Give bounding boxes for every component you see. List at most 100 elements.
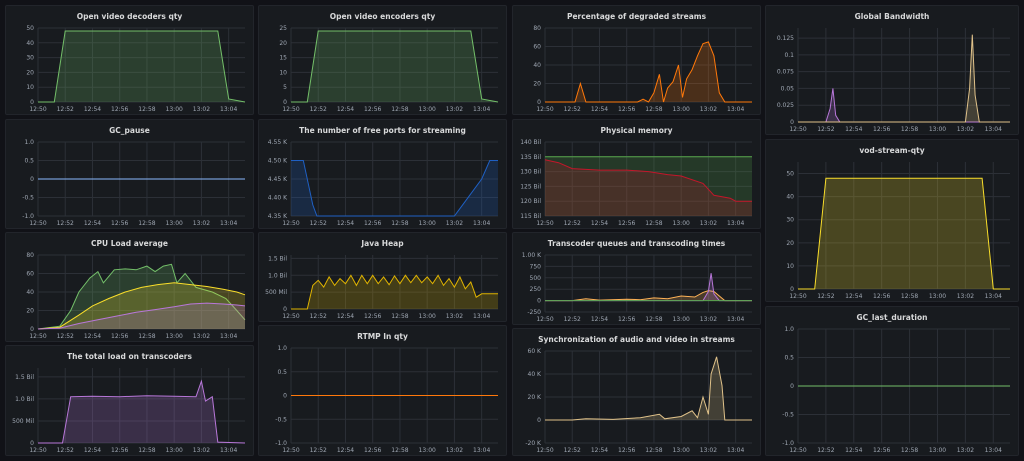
x-tick-label: 12:56 — [618, 316, 635, 323]
y-tick-label: 0.5 — [784, 355, 794, 362]
x-tick-label: 12:52 — [57, 447, 74, 454]
panel-gclast[interactable]: GC_last_duration -1.0 -0.5 0 0.5 1.0 12:50 12:5… — [765, 306, 1019, 456]
series-line — [38, 379, 246, 444]
x-tick-label: 12:54 — [591, 447, 608, 454]
panel-ports[interactable]: The number of free ports for streaming 4.… — [258, 119, 507, 229]
x-tick-label: 12:56 — [111, 447, 128, 454]
x-tick-label: 12:56 — [618, 220, 635, 227]
x-tick-label: 12:50 — [536, 106, 553, 113]
y-tick-label: -0.5 — [275, 416, 287, 423]
x-tick-label: 13:04 — [220, 106, 237, 113]
y-tick-label: 0.5 — [24, 158, 34, 165]
y-tick-label: -1.0 — [275, 440, 287, 447]
chart-decoders: 0 10 20 30 40 50 12:50 12:52 12:54 12:56 12:58 13:0… — [26, 25, 246, 113]
x-tick-label: 13:00 — [419, 447, 436, 454]
x-tick-label: 13:00 — [929, 447, 946, 454]
panel-transcoder_load[interactable]: The total load on transcoders 0 500 Mil 1.0… — [5, 345, 254, 456]
x-tick-label: 13:04 — [727, 447, 744, 454]
x-tick-label: 13:02 — [446, 106, 463, 113]
panel-title[interactable]: Open video encoders qty — [329, 12, 436, 21]
y-tick-label: 0 — [283, 306, 287, 313]
panel-title[interactable]: Transcoder queues and transcoding times — [547, 239, 726, 248]
y-tick-label: 0 — [537, 417, 541, 424]
panel-degraded[interactable]: Percentage of degraded streams 0 20 40 60 80 1… — [512, 5, 761, 115]
series-area — [545, 290, 752, 301]
x-tick-label: 12:50 — [536, 316, 553, 323]
panel-title[interactable]: Percentage of degraded streams — [566, 12, 707, 21]
panel-sync[interactable]: Synchronization of audio and video in st… — [512, 328, 761, 456]
y-tick-label: 80 — [26, 252, 34, 259]
x-tick-label: 13:04 — [727, 106, 744, 113]
panel-title[interactable]: Open video decoders qty — [76, 12, 183, 21]
x-tick-label: 12:56 — [873, 126, 890, 133]
x-tick-label: 13:00 — [419, 220, 436, 227]
panel-title[interactable]: RTMP In qty — [357, 332, 408, 341]
chart-rtmp: -1.0 -0.5 0 0.5 1.0 12:50 12:52 12:54 12:56 12:58… — [275, 345, 498, 454]
y-tick-label: 0 — [537, 99, 541, 106]
y-tick-label: 1.0 Bil — [268, 272, 287, 279]
panel-transcoder_queues[interactable]: Transcoder queues and transcoding times -… — [512, 232, 761, 325]
panel-title[interactable]: The number of free ports for streaming — [299, 126, 466, 135]
x-tick-label: 12:54 — [84, 106, 101, 113]
y-tick-label: 20 — [533, 81, 541, 88]
chart-encoders: 0 5 10 15 20 25 12:50 12:52 12:54 12:56 12:58 13:00… — [279, 25, 499, 113]
x-tick-label: 12:54 — [845, 293, 862, 300]
panel-javaheap[interactable]: Java Heap 0 500 Mil 1.0 Bil 1.5 Bil 12:50 12:5… — [258, 232, 507, 322]
panel-vodstream[interactable]: vod-stream-qty 0 10 20 30 40 50 12:50 12:52 12:54… — [765, 139, 1019, 302]
series-area — [291, 160, 498, 216]
panel-rtmp[interactable]: RTMP In qty -1.0 -0.5 0 0.5 1.0 12:50 12:52 12:5… — [258, 325, 507, 456]
x-tick-label: 13:00 — [929, 293, 946, 300]
panel-title[interactable]: vod-stream-qty — [859, 146, 925, 155]
panel-encoders[interactable]: Open video encoders qty 0 5 10 15 20 25 12:50 12… — [258, 5, 507, 115]
x-tick-label: 12:50 — [29, 447, 46, 454]
series-area — [38, 282, 245, 329]
panel-title[interactable]: The total load on transcoders — [67, 352, 192, 361]
x-tick-label: 13:00 — [673, 447, 690, 454]
y-tick-label: 20 K — [528, 394, 543, 401]
x-tick-label: 12:54 — [845, 447, 862, 454]
series-line — [37, 263, 246, 330]
y-tick-label: 250 — [530, 286, 542, 293]
x-tick-label: 13:04 — [473, 313, 490, 320]
y-tick-label: 0.025 — [777, 102, 794, 109]
x-tick-label: 13:02 — [446, 313, 463, 320]
y-tick-label: 0.05 — [781, 85, 795, 92]
y-tick-label: 1.00 K — [522, 252, 542, 259]
x-tick-label: 12:52 — [564, 106, 581, 113]
series-area — [545, 273, 752, 301]
panel-title[interactable]: GC_pause — [109, 126, 150, 135]
y-tick-label: -0.5 — [782, 412, 794, 419]
panel-decoders[interactable]: Open video decoders qty 0 10 20 30 40 50 12:50 1… — [5, 5, 254, 115]
x-tick-label: 12:54 — [337, 220, 354, 227]
panel-cpu[interactable]: CPU Load average 0 20 40 60 80 12:50 12:52 12:54… — [5, 232, 254, 342]
x-tick-label: 12:54 — [84, 333, 101, 340]
chart-bandwidth: 0 0.025 0.05 0.075 0.1 0.125 12:50 12:52 12:54 12… — [777, 28, 1010, 133]
panel-title[interactable]: Global Bandwidth — [854, 12, 930, 21]
x-tick-label: 12:58 — [645, 316, 662, 323]
y-tick-label: 0.1 — [784, 52, 794, 59]
x-tick-label: 13:02 — [446, 447, 463, 454]
x-tick-label: 12:56 — [618, 447, 635, 454]
panel-title[interactable]: GC_last_duration — [856, 313, 928, 322]
panel-gcpause[interactable]: GC_pause -1.0 -0.5 0 0.5 1.0 12:50 12:52 12:54 12… — [5, 119, 254, 229]
x-tick-label: 12:56 — [873, 447, 890, 454]
chart-gcpause: -1.0 -0.5 0 0.5 1.0 12:50 12:52 12:54 12:56 12:58… — [22, 139, 245, 227]
panel-memory[interactable]: Physical memory 115 Bil 120 Bil 125 Bil 130 … — [512, 119, 761, 229]
y-tick-label: 1.5 Bil — [268, 255, 287, 262]
x-tick-label: 13:00 — [673, 106, 690, 113]
series-area — [291, 275, 498, 309]
y-tick-label: 0 — [790, 383, 794, 390]
x-tick-label: 12:54 — [591, 106, 608, 113]
panel-title[interactable]: Java Heap — [361, 239, 404, 248]
panel-title[interactable]: Synchronization of audio and video in st… — [538, 335, 735, 344]
panel-title[interactable]: Physical memory — [600, 126, 673, 135]
x-tick-label: 12:50 — [29, 220, 46, 227]
x-tick-label: 13:02 — [193, 106, 210, 113]
panel-bandwidth[interactable]: Global Bandwidth 0 0.025 0.05 0.075 0.1 0.125 1… — [765, 5, 1019, 135]
panel-title[interactable]: CPU Load average — [91, 239, 168, 248]
chart-javaheap: 0 500 Mil 1.0 Bil 1.5 Bil 12:50 12:52 12:54 12:… — [265, 255, 498, 320]
y-tick-label: 4.50 K — [268, 158, 288, 165]
x-tick-label: 12:50 — [536, 220, 553, 227]
x-tick-label: 12:50 — [789, 447, 806, 454]
y-tick-label: 115 Bil — [520, 213, 541, 220]
